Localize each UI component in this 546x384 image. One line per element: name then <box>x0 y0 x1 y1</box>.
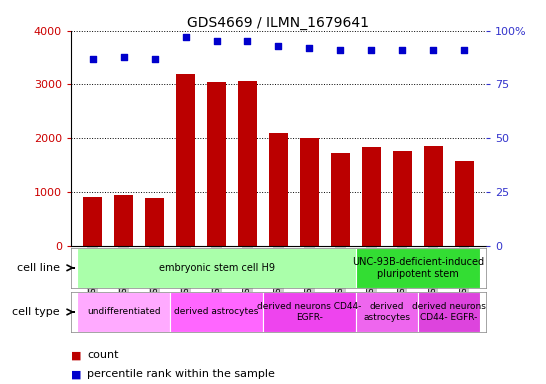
Text: UNC-93B-deficient-induced
pluripotent stem: UNC-93B-deficient-induced pluripotent st… <box>352 257 484 279</box>
Bar <box>170 292 263 332</box>
Bar <box>114 195 133 246</box>
Bar <box>424 146 443 246</box>
Point <box>274 43 283 49</box>
Text: percentile rank within the sample: percentile rank within the sample <box>87 369 275 379</box>
Bar <box>418 292 480 332</box>
Point <box>367 47 376 53</box>
Text: derived astrocytes: derived astrocytes <box>174 308 259 316</box>
Bar <box>238 81 257 246</box>
Bar <box>176 74 195 246</box>
Bar <box>77 292 170 332</box>
Bar <box>77 248 356 288</box>
Bar <box>269 133 288 246</box>
Bar <box>393 151 412 246</box>
Point <box>398 47 407 53</box>
Bar <box>455 161 473 246</box>
Bar <box>362 147 381 246</box>
Point <box>212 38 221 45</box>
Text: undifferentiated: undifferentiated <box>87 308 161 316</box>
Text: ■: ■ <box>71 369 81 379</box>
Text: count: count <box>87 350 119 360</box>
Bar <box>207 82 226 246</box>
Point <box>305 45 314 51</box>
Text: ■: ■ <box>71 350 81 360</box>
Point <box>336 47 345 53</box>
Text: embryonic stem cell H9: embryonic stem cell H9 <box>158 263 275 273</box>
Point <box>150 56 159 62</box>
Point <box>119 53 128 60</box>
Point <box>429 47 438 53</box>
Text: derived
astrocytes: derived astrocytes <box>363 302 411 322</box>
Text: derived neurons CD44-
EGFR-: derived neurons CD44- EGFR- <box>257 302 361 322</box>
Bar <box>145 199 164 246</box>
Bar <box>331 153 349 246</box>
Bar <box>84 197 102 246</box>
Bar <box>300 138 319 246</box>
Point <box>460 47 468 53</box>
Text: cell type: cell type <box>13 307 60 317</box>
Title: GDS4669 / ILMN_1679641: GDS4669 / ILMN_1679641 <box>187 16 370 30</box>
Text: derived neurons
CD44- EGFR-: derived neurons CD44- EGFR- <box>412 302 486 322</box>
Bar <box>356 292 418 332</box>
Point <box>181 34 190 40</box>
Point <box>88 56 97 62</box>
Bar <box>356 248 480 288</box>
Text: cell line: cell line <box>17 263 60 273</box>
Point <box>243 38 252 45</box>
Bar <box>263 292 356 332</box>
